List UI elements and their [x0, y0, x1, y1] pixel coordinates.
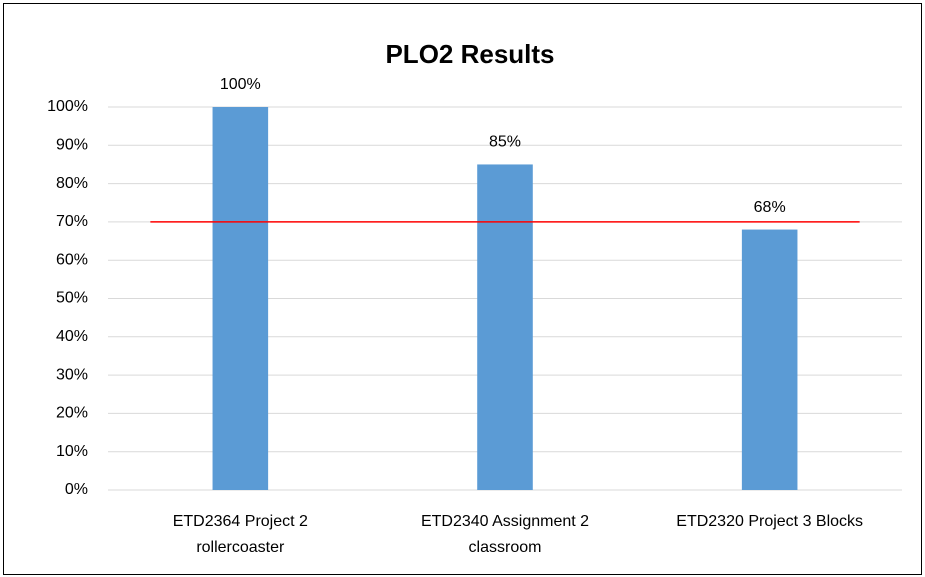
bar	[212, 107, 269, 490]
y-tick-label: 80%	[56, 175, 88, 192]
x-tick-label: ETD2340 Assignment 2	[421, 513, 589, 530]
x-tick-label: rollercoaster	[196, 539, 285, 556]
chart-title: PLO2 Results	[385, 39, 554, 69]
data-label: 100%	[220, 76, 261, 93]
x-tick-label: classroom	[469, 539, 542, 556]
y-tick-label: 0%	[65, 481, 88, 498]
x-tick-label: ETD2320 Project 3 Blocks	[676, 513, 863, 530]
y-tick-label: 50%	[56, 290, 88, 307]
y-tick-label: 10%	[56, 443, 88, 460]
y-tick-label: 100%	[47, 98, 88, 115]
y-tick-label: 40%	[56, 328, 88, 345]
bar	[741, 229, 798, 490]
bar	[477, 164, 533, 490]
y-tick-label: 90%	[56, 137, 88, 154]
data-label: 85%	[489, 134, 521, 151]
y-tick-label: 70%	[56, 213, 88, 230]
y-tick-label: 30%	[56, 366, 88, 383]
y-tick-label: 60%	[56, 251, 88, 268]
x-tick-label: ETD2364 Project 2	[173, 513, 308, 530]
y-tick-label: 20%	[56, 405, 88, 422]
data-label: 68%	[754, 199, 786, 216]
